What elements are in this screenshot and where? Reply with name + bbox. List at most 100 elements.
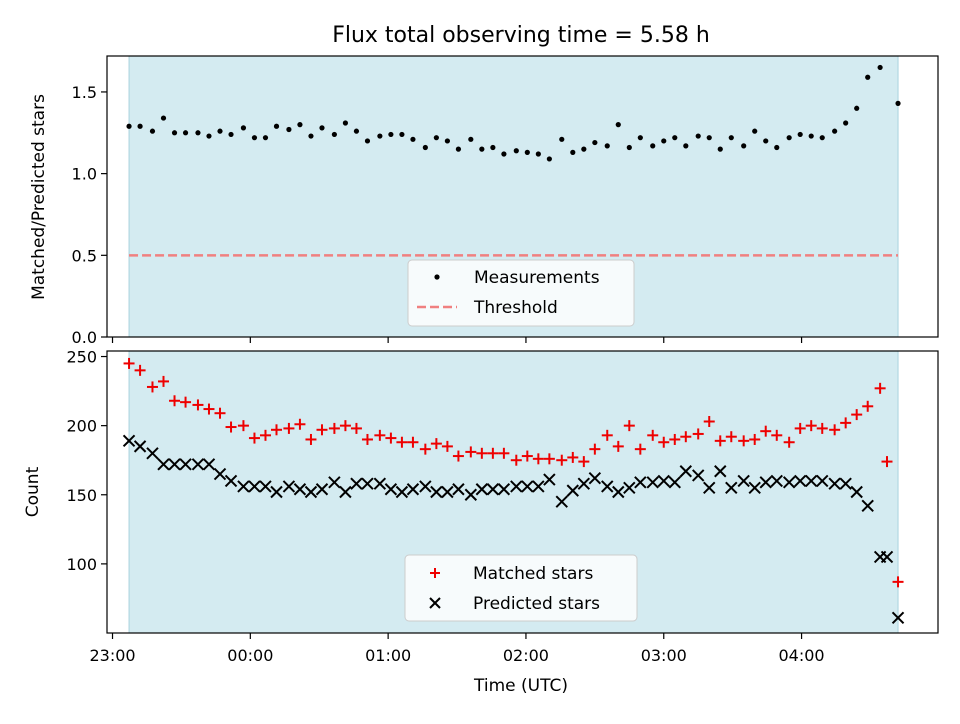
predicted-star-point [486, 483, 500, 496]
matched-star-point [328, 422, 340, 434]
predicted-star-point [384, 483, 398, 496]
matched-star-point [476, 447, 488, 459]
matched-star-point [385, 432, 397, 444]
predicted-star-point [816, 474, 829, 488]
ratio-x-ticks [111, 337, 803, 343]
measurement-point [455, 146, 462, 152]
matched-star-point [441, 440, 453, 452]
matched-star-point [407, 436, 419, 448]
matched-star-point [892, 576, 904, 588]
measurement-point [615, 122, 621, 128]
y-tick-label: 200 [66, 417, 97, 436]
matched-star-point [361, 433, 373, 445]
predicted-star-point [805, 474, 818, 488]
count-panel: 100 150 200 250 23:00 00:00 01:00 02:00 03:00 04… [23, 348, 939, 696]
measurement-point [433, 135, 439, 141]
legend-matched-marker [430, 568, 440, 578]
predicted-star-point [157, 458, 170, 471]
measurement-point [546, 156, 552, 162]
measurement-point [160, 115, 167, 121]
predicted-star-point [191, 458, 205, 471]
measurement-point [672, 135, 678, 141]
measurement-point [297, 122, 303, 128]
predicted-star-point [646, 476, 659, 489]
measurements-series [126, 64, 901, 162]
x-tick-label: 23:00 [89, 646, 135, 665]
legend-threshold-label: Threshold [473, 298, 558, 318]
matched-star-point [271, 424, 283, 436]
predicted-star-point [588, 471, 602, 485]
matched-star-point [169, 395, 181, 407]
measurement-point [695, 133, 701, 139]
legend-predicted-label: Predicted stars [473, 594, 600, 614]
matched-stars-series [123, 357, 904, 588]
matched-star-point [658, 436, 670, 448]
legend-matched-label: Matched stars [473, 564, 593, 584]
matched-star-point [203, 403, 215, 415]
matched-star-point [452, 450, 464, 462]
predicted-star-point [703, 481, 716, 495]
measurement-point [501, 151, 507, 157]
matched-star-point [749, 433, 761, 445]
predicted-star-point [202, 458, 216, 471]
y-tick-label: 100 [66, 555, 97, 574]
predicted-star-point [282, 480, 296, 493]
y-tick-label: 1.5 [72, 83, 97, 102]
predicted-star-point [577, 477, 591, 490]
ratio-axes-frame [106, 55, 939, 338]
measurement-point [661, 138, 667, 144]
measurement-point [171, 130, 178, 136]
matched-star-point [589, 443, 601, 455]
predicted-star-point [133, 440, 147, 453]
matched-star-point [669, 433, 681, 445]
measurement-point [149, 128, 156, 134]
legend-measurements-marker [434, 274, 440, 280]
measurement-point [308, 133, 314, 139]
measurement-point [399, 131, 405, 138]
x-tick-label: 00:00 [227, 646, 273, 665]
predicted-star-point [146, 447, 159, 460]
count-legend-box [404, 554, 638, 622]
matched-star-point [180, 396, 192, 408]
predicted-star-point [748, 481, 761, 495]
measurement-point [604, 143, 610, 149]
measurement-point [126, 123, 132, 129]
matched-star-point [374, 429, 386, 441]
predicted-star-point [122, 434, 136, 448]
measurement-point [832, 128, 838, 134]
measurement-point [717, 146, 723, 152]
measurement-point [570, 149, 576, 155]
matched-star-point [134, 364, 146, 376]
matched-star-point [305, 433, 317, 445]
measurement-point [422, 144, 428, 151]
ratio-y-axis-label: Matched/Predicted stars [29, 94, 49, 300]
matched-star-point [862, 400, 874, 412]
matched-star-point [714, 435, 726, 447]
measurement-point [786, 135, 792, 141]
matched-star-point [771, 429, 783, 441]
x-axis-label: Time (UTC) [473, 676, 568, 696]
matched-star-point [214, 407, 226, 419]
measurement-point [895, 100, 901, 106]
matched-star-point [783, 436, 795, 448]
matched-star-point [248, 432, 260, 444]
measurement-point [342, 120, 349, 126]
matched-star-point [881, 456, 893, 468]
count-legend: Matched stars Predicted stars [404, 554, 638, 622]
measurement-point [728, 135, 734, 141]
y-tick-label: 1.0 [72, 165, 97, 184]
matched-star-point [225, 421, 237, 433]
measurement-point [410, 136, 416, 142]
predicted-star-point [419, 480, 432, 493]
x-tick-label: 03:00 [641, 646, 687, 665]
matched-star-point [578, 456, 590, 468]
matched-star-point [237, 420, 249, 432]
matched-star-point [339, 420, 351, 432]
predicted-star-point [259, 480, 272, 493]
predicted-star-point [612, 485, 625, 499]
x-tick-label: 04:00 [779, 646, 825, 665]
legend-measurements-label: Measurements [474, 268, 600, 288]
predicted-star-point [839, 477, 852, 490]
measurement-point [273, 123, 280, 129]
